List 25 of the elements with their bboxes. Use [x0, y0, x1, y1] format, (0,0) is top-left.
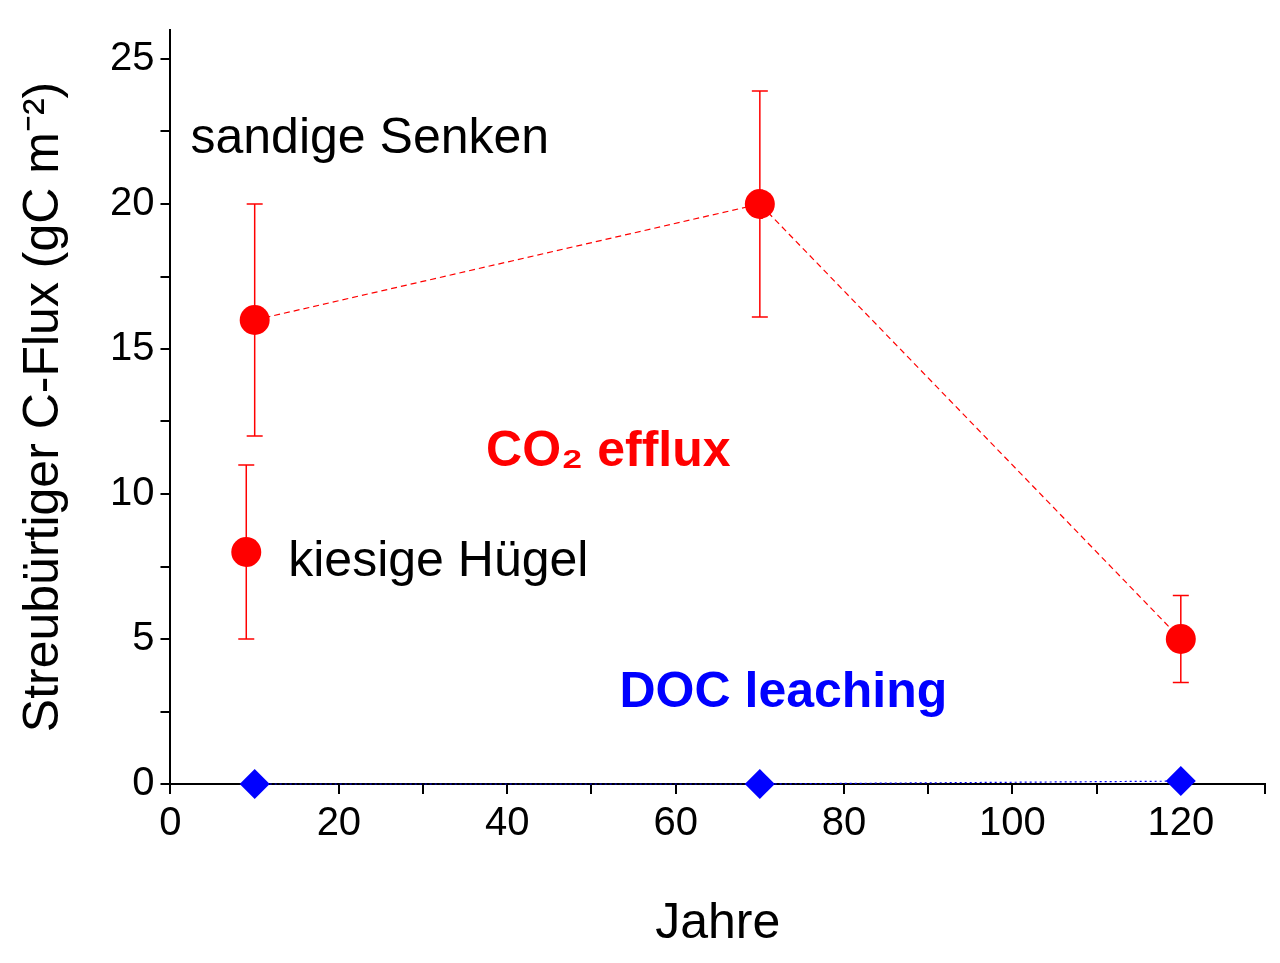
annotation: kiesige Hügel [288, 530, 589, 587]
point [231, 537, 262, 567]
text: CO₂ efflux [486, 421, 731, 478]
point [1165, 766, 1196, 797]
point [1165, 624, 1196, 654]
x-tick-label: 100 [979, 799, 1046, 844]
point [239, 769, 270, 799]
x-tick-label: 60 [653, 799, 698, 844]
y-tick-label: 5 [132, 614, 155, 659]
x-axis-title: Jahre [655, 892, 781, 949]
point [744, 189, 775, 219]
y-tick-label: 15 [109, 324, 155, 369]
x-tick-label: 20 [316, 799, 362, 844]
y-axis-title: Streubürtiger C-Flux (gC m⁻²) [12, 81, 69, 733]
y-tick-label: 25 [109, 34, 155, 79]
y-tick-label: 10 [109, 469, 155, 514]
annotation: sandige Senken [190, 108, 550, 165]
x-tick-label: 80 [821, 799, 867, 844]
y-tick-label: 20 [109, 179, 155, 224]
point [744, 769, 775, 799]
x-tick-label: 40 [485, 799, 530, 844]
x-tick-label: 120 [1147, 799, 1215, 844]
y-tick-label: 0 [132, 759, 155, 804]
series-label: DOC leaching [619, 662, 948, 719]
point [239, 305, 270, 335]
